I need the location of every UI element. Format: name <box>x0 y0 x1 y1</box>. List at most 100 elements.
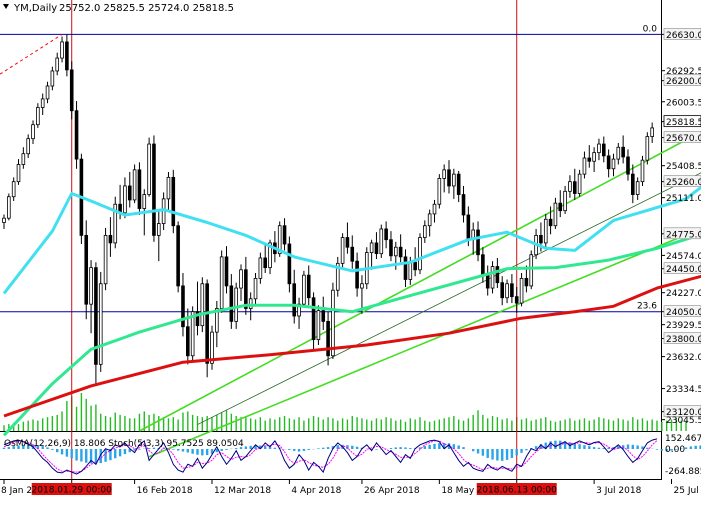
volume-bars <box>3 393 687 431</box>
candle-body <box>611 158 616 170</box>
price-label-box <box>663 405 701 417</box>
candle-body <box>292 283 297 317</box>
chart-title: YM,Daily 25752.0 25825.5 25724.0 25818.5 <box>3 3 234 14</box>
candle-body <box>50 70 55 87</box>
candle <box>331 282 335 359</box>
price-axis-label: 24227.0 <box>661 289 701 299</box>
candle-body <box>379 228 384 255</box>
candle <box>181 273 185 337</box>
price-label-box <box>663 262 701 275</box>
candle-body <box>7 196 11 219</box>
candle <box>50 66 55 91</box>
price-label-box <box>663 227 701 240</box>
candle-body <box>413 261 417 271</box>
candle <box>65 34 69 77</box>
candle-body <box>645 136 650 161</box>
candle <box>476 221 480 262</box>
price-label-text: 23929.5 <box>666 321 701 331</box>
price-label-box <box>663 305 701 318</box>
date-label: 12 Mar 2018 <box>211 479 271 496</box>
candle <box>442 164 446 193</box>
candle-body <box>548 218 553 227</box>
candle-body <box>69 69 74 112</box>
candle <box>219 250 224 313</box>
candle-body <box>297 303 301 317</box>
candle-body <box>514 296 519 304</box>
candle-body <box>384 228 388 241</box>
candle <box>311 292 316 350</box>
candle <box>631 164 635 204</box>
candle-body <box>563 190 567 212</box>
candle-body <box>408 261 413 280</box>
candle <box>103 227 108 291</box>
candle-body <box>389 239 393 257</box>
candle <box>21 147 26 169</box>
candle-body <box>166 176 171 200</box>
price-axis-label: 23045.5 <box>661 416 701 426</box>
candle-body <box>635 181 640 195</box>
fib-dashed-line <box>0 33 63 75</box>
candle-body <box>210 331 214 364</box>
candle <box>568 175 572 198</box>
candle-body <box>529 254 534 287</box>
candle <box>306 265 311 306</box>
candle <box>524 265 529 293</box>
stoch-signal-line <box>3 440 658 473</box>
candle <box>137 162 142 215</box>
candle <box>577 169 582 197</box>
candle-body <box>621 146 625 158</box>
price-label-text: 23632.0 <box>666 353 701 363</box>
candle <box>108 217 113 257</box>
candle <box>616 142 621 165</box>
candle-body <box>640 159 645 183</box>
date-label: 25 Jul 2018 <box>671 479 701 496</box>
price-axis-label: 25818.5 <box>661 115 701 128</box>
candle-body <box>485 274 490 289</box>
candle-body <box>369 242 374 253</box>
candle-body <box>568 181 572 192</box>
price-label-text: 26003.5 <box>666 98 701 108</box>
candle <box>437 174 442 209</box>
level-label: 23.6 <box>637 302 657 312</box>
candle <box>171 169 176 234</box>
candle-body <box>437 178 442 205</box>
candle-body <box>21 153 26 165</box>
candle <box>302 270 306 308</box>
candle-body <box>253 277 258 300</box>
candle <box>379 224 384 258</box>
date-label-text: 8 Jan 20 <box>1 486 38 496</box>
candle <box>645 132 650 165</box>
price-label-text: 24450.0 <box>666 265 701 275</box>
candle-body <box>147 143 151 195</box>
candle <box>529 250 534 290</box>
candle-body <box>282 225 287 245</box>
candle-body <box>490 266 495 289</box>
candle-body <box>597 143 601 154</box>
candle <box>127 171 132 208</box>
candle-body <box>423 225 427 238</box>
price-label-text: 25260.0 <box>666 178 701 188</box>
candle-body <box>190 311 195 357</box>
candle <box>94 262 98 386</box>
candle-body <box>466 214 471 240</box>
candle-body <box>543 218 548 244</box>
date-badge: 2018.06.13 00:00 <box>476 479 557 496</box>
candle <box>553 197 558 229</box>
candle <box>287 236 292 293</box>
candle <box>597 138 601 161</box>
candle-body <box>195 311 200 327</box>
candle <box>461 185 466 223</box>
price-label-box <box>663 131 701 143</box>
candle <box>316 305 321 346</box>
candle <box>650 122 654 143</box>
candle <box>98 271 103 372</box>
candle-body <box>200 283 205 327</box>
price-label-text: 23120.0 <box>666 408 701 418</box>
candle <box>123 177 127 219</box>
candle <box>427 209 432 237</box>
date-badge-box <box>476 483 557 495</box>
candle <box>606 149 611 178</box>
